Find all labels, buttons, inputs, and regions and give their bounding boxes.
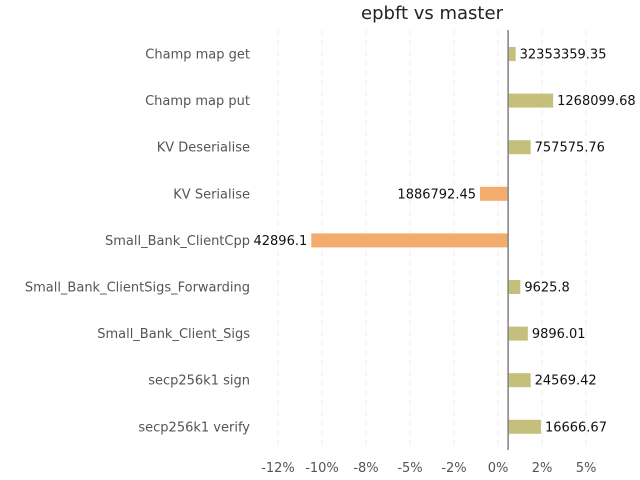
bar [508, 47, 516, 61]
category-label: Small_Bank_ClientSigs_Forwarding [25, 281, 250, 296]
data-label: 24569.42 [535, 374, 597, 389]
x-tick-labels: -12% -10% -8% -5% -2% 0% 2% 5% [261, 461, 596, 476]
chart-title: epbft vs master [361, 3, 504, 24]
category-label: Small_Bank_ClientCpp [105, 234, 250, 249]
category-labels: Champ map get Champ map put KV Deserialise… [25, 48, 250, 436]
bar [311, 233, 509, 248]
bar [508, 140, 531, 155]
data-label: 16666.67 [545, 420, 607, 435]
bar [508, 373, 531, 388]
category-label: KV Serialise [173, 187, 250, 202]
category-label: secp256k1 sign [148, 374, 250, 389]
data-labels: 32353359.35 1268099.68 757575.76 1886792.45… [253, 48, 635, 436]
data-label: 1886792.45 [397, 187, 476, 202]
x-tick-label: -10% [305, 461, 339, 476]
category-label: Champ map put [145, 94, 250, 109]
bar [480, 186, 509, 201]
x-tick-label: -2% [441, 461, 466, 476]
x-tick-label: 5% [576, 461, 597, 476]
bar [508, 326, 528, 341]
x-tick-label: 2% [532, 461, 553, 476]
data-label: 9625.8 [524, 281, 570, 296]
data-label: 32353359.35 [520, 48, 607, 63]
data-label: 757575.76 [535, 141, 605, 156]
x-tick-label: 0% [488, 461, 509, 476]
data-label: 9896.01 [532, 327, 586, 342]
x-tick-label: -5% [397, 461, 422, 476]
category-label: Champ map get [145, 48, 250, 63]
x-tick-label: -12% [261, 461, 295, 476]
category-label: KV Deserialise [157, 141, 250, 156]
data-label: 1268099.68 [557, 94, 636, 109]
bars [311, 47, 554, 434]
bar [508, 419, 541, 434]
category-label: secp256k1 verify [138, 420, 250, 435]
bar [508, 280, 521, 294]
x-tick-label: -8% [353, 461, 378, 476]
bar [508, 93, 554, 108]
category-label: Small_Bank_Client_Sigs [97, 327, 250, 342]
data-label: 42896.1 [253, 234, 307, 249]
